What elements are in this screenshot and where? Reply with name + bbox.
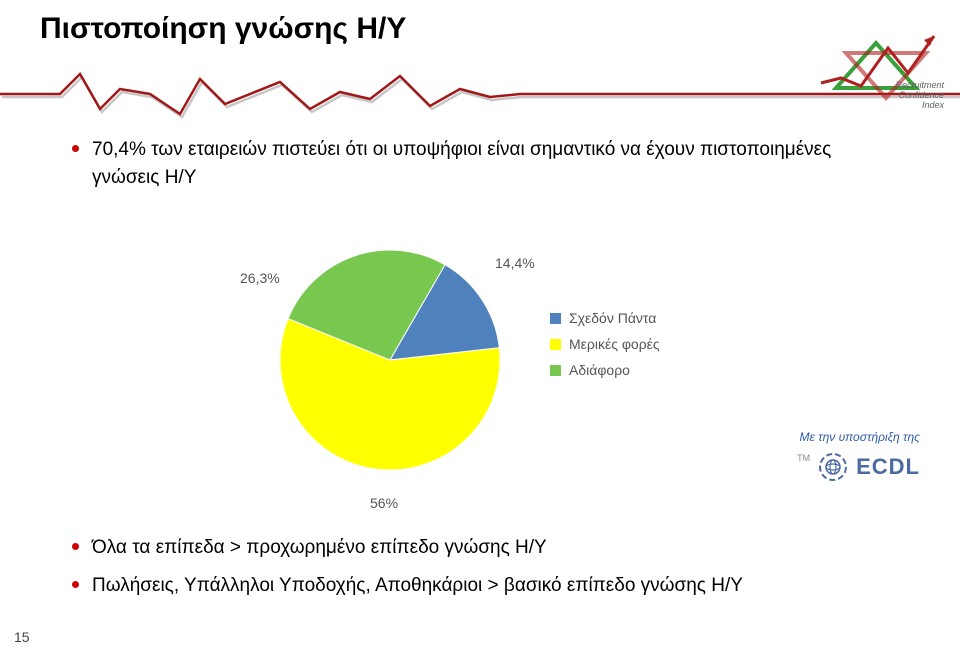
legend-item: Σχεδόν Πάντα: [550, 310, 660, 326]
pie-legend: Σχεδόν Πάντα Μερικές φορές Αδιάφορο: [550, 300, 660, 388]
svg-text:Index: Index: [922, 100, 945, 110]
pie-data-label: 14,4%: [495, 255, 535, 271]
pie-data-label: 26,3%: [240, 270, 280, 286]
legend-label: Σχεδόν Πάντα: [569, 310, 656, 326]
bullets-bottom: Όλα τα επίπεδα > προχωρημένο επίπεδο γνώ…: [70, 530, 890, 605]
bullet-item: Όλα τα επίπεδα > προχωρημένο επίπεδο γνώ…: [92, 530, 890, 562]
slide-title: Πιστοποίηση γνώσης Η/Υ: [40, 12, 406, 46]
legend-label: Αδιάφορο: [569, 362, 630, 378]
page-number: 15: [14, 629, 30, 645]
legend-swatch: [550, 339, 561, 350]
pie-data-label: 56%: [370, 495, 398, 511]
pie-chart: 14,4% 56% 26,3% Σχεδόν Πάντα Μερικές φορές Α…: [210, 210, 750, 510]
legend-swatch: [550, 365, 561, 376]
support-text: Με την υποστήριξη της: [800, 430, 921, 444]
ecdl-icon: [818, 452, 848, 482]
logo-rci: Recruitment Confidence Index: [816, 28, 946, 116]
svg-text:Confidence: Confidence: [898, 90, 944, 100]
legend-item: Αδιάφορο: [550, 362, 660, 378]
legend-label: Μερικές φορές: [569, 336, 660, 352]
bullet-item: Πωλήσεις, Υπάλληλοι Υποδοχής, Αποθηκάριο…: [92, 568, 890, 600]
ecdl-badge: TM ECDL: [797, 452, 920, 482]
legend-swatch: [550, 313, 561, 324]
bullets-top: 70,4% των εταιρειών πιστεύει ότι οι υποψ…: [70, 132, 890, 197]
svg-text:Recruitment: Recruitment: [895, 80, 944, 90]
slide: { "title": "Πιστοποίηση γνώσης Η/Υ", "bu…: [0, 0, 960, 659]
ecdl-label: ECDL: [856, 454, 920, 480]
bullet-item: 70,4% των εταιρειών πιστεύει ότι οι υποψ…: [92, 132, 890, 191]
legend-item: Μερικές φορές: [550, 336, 660, 352]
